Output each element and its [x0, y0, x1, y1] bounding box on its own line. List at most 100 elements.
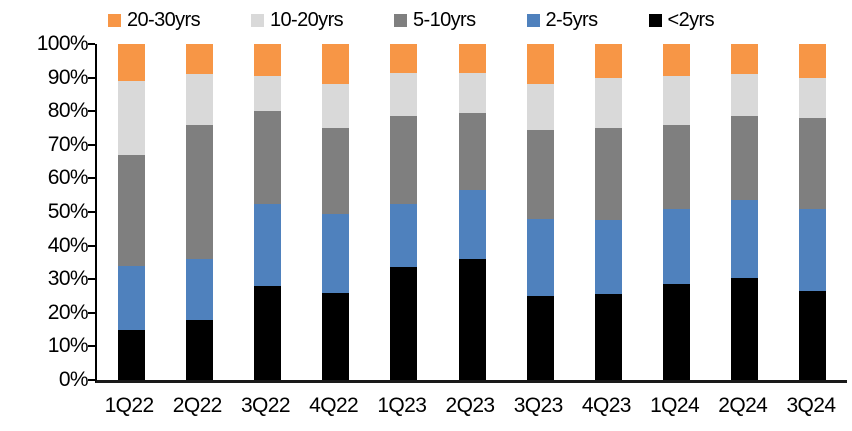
bar-segment-2-5yrs [594, 220, 622, 295]
bar-segment-2-5yrs [253, 203, 281, 286]
bar-segment-5-10yrs [731, 116, 759, 201]
y-tick-mark [88, 311, 95, 314]
legend-item: 5-10yrs [394, 9, 476, 32]
stacked-bar-4Q22 [322, 44, 350, 380]
bar-slot [506, 44, 574, 380]
bar-segment-2-5yrs [663, 208, 691, 285]
bar-segment-20-30yrs [799, 44, 827, 78]
bar-slot [165, 44, 233, 380]
bar-segment-10-20yrs [731, 74, 759, 117]
y-tick-mark [88, 143, 95, 146]
bar-segment-20-30yrs [458, 44, 486, 73]
bars [97, 44, 847, 380]
bar-slot [711, 44, 779, 380]
stacked-bar-2Q24 [731, 44, 759, 380]
bar-segment-5-10yrs [185, 124, 213, 260]
stacked-bar-2Q23 [458, 44, 486, 380]
bar-segment-5-10yrs [253, 111, 281, 204]
bar-slot [574, 44, 642, 380]
legend-swatch-icon [648, 13, 662, 27]
stacked-bar-3Q23 [526, 44, 554, 380]
stacked-bar-1Q23 [390, 44, 418, 380]
bar-segment-20-30yrs [731, 44, 759, 75]
bar-slot [779, 44, 847, 380]
bar-segment-10-20yrs [799, 77, 827, 118]
bar-segment-10-20yrs [322, 84, 350, 129]
stacked-bar-2Q22 [185, 44, 213, 380]
stacked-bar-1Q24 [663, 44, 691, 380]
bar-segment-10-20yrs [526, 84, 554, 130]
stacked-bar-3Q24 [799, 44, 827, 380]
bar-slot [97, 44, 165, 380]
bar-segment-20-30yrs [322, 44, 350, 85]
bar-segment-20-30yrs [117, 44, 145, 81]
y-axis-labels: 0% 10% 20% 30% 40% 50% 60% 70% 80% 90% 100% [0, 0, 89, 431]
legend-label: 5-10yrs [413, 8, 476, 31]
bar-segment-10-20yrs [594, 77, 622, 129]
bar-segment-20-30yrs [185, 44, 213, 75]
legend-swatch-icon [108, 13, 121, 27]
bar-segment-2-5yrs [731, 200, 759, 278]
x-tick-label: 1Q23 [377, 394, 427, 417]
bar-segment-5-10yrs [117, 154, 145, 266]
x-tick-label: 1Q24 [650, 394, 700, 417]
legend-item: 20-30yrs [108, 9, 201, 32]
bar-segment-10-20yrs [185, 74, 213, 125]
bar-segment-5-10yrs [799, 117, 827, 209]
y-tick-mark [88, 379, 95, 381]
bar-segment-2-5yrs [322, 213, 350, 293]
bar-segment-2-5yrs [117, 265, 145, 330]
y-tick-mark [88, 345, 95, 348]
x-tick-label: 2Q24 [718, 394, 768, 417]
y-tick-mark [88, 278, 95, 281]
y-tick-label: 10% [47, 334, 89, 358]
bar-slot [233, 44, 301, 380]
bar-segment-10-20yrs [390, 72, 418, 117]
x-tick-label: 3Q22 [240, 394, 291, 417]
bar-segment-<2yrs [731, 277, 759, 380]
bar-segment-<2yrs [185, 319, 213, 380]
bar-segment-2-5yrs [526, 218, 554, 296]
legend-swatch-icon [251, 13, 265, 27]
bar-slot [302, 44, 370, 380]
legend-label: 10-20yrs [270, 8, 344, 31]
bar-slot [438, 44, 506, 380]
legend-item: <2yrs [648, 9, 715, 32]
legend-swatch-icon [394, 13, 408, 27]
y-tick-mark [88, 177, 95, 180]
x-tick-label: 2Q22 [172, 394, 223, 417]
bar-segment-2-5yrs [390, 203, 418, 268]
bar-slot [370, 44, 438, 380]
bar-segment-<2yrs [799, 290, 827, 380]
bar-slot [643, 44, 711, 380]
bar-segment-<2yrs [117, 329, 145, 380]
y-tick-label: 60% [47, 166, 89, 190]
bar-segment-<2yrs [253, 285, 281, 380]
legend-item: 2-5yrs [526, 8, 599, 32]
bar-segment-2-5yrs [458, 190, 486, 260]
stacked-bar-1Q22 [117, 44, 145, 380]
x-tick-label: 4Q23 [581, 394, 632, 417]
bar-segment-5-10yrs [594, 128, 622, 221]
bar-segment-5-10yrs [322, 128, 350, 214]
y-tick-mark [88, 244, 95, 247]
bar-segment-5-10yrs [663, 124, 691, 209]
bar-segment-20-30yrs [253, 44, 281, 76]
y-tick-label: 80% [47, 99, 89, 123]
bar-segment-2-5yrs [799, 208, 827, 291]
y-tick-label: 30% [47, 267, 89, 291]
x-axis-labels: 1Q22 2Q22 3Q22 4Q22 1Q23 2Q23 3Q23 4Q23 1Q24 2Q24… [95, 394, 845, 418]
legend-label: 2-5yrs [545, 8, 599, 31]
y-tick-mark [88, 76, 95, 79]
bar-segment-20-30yrs [663, 44, 691, 76]
bar-segment-20-30yrs [594, 44, 622, 78]
bar-segment-2-5yrs [185, 259, 213, 320]
y-tick-label: 50% [47, 200, 89, 223]
bar-segment-<2yrs [663, 284, 691, 380]
bar-segment-20-30yrs [390, 44, 418, 73]
x-tick-label: 2Q23 [445, 394, 496, 417]
y-tick-label: 100% [36, 32, 89, 55]
bar-segment-10-20yrs [117, 81, 145, 155]
y-tick-label: 70% [47, 132, 89, 156]
